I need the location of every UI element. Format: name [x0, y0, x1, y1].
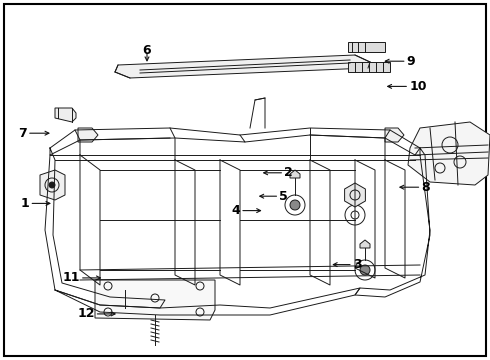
Polygon shape	[115, 55, 370, 78]
Polygon shape	[290, 170, 300, 178]
Text: 3: 3	[353, 258, 362, 271]
Polygon shape	[150, 308, 160, 318]
Polygon shape	[95, 280, 215, 320]
Polygon shape	[385, 128, 404, 142]
Text: 5: 5	[279, 190, 288, 203]
Circle shape	[360, 265, 370, 275]
Polygon shape	[78, 128, 98, 142]
Text: 10: 10	[409, 80, 427, 93]
Text: 9: 9	[407, 55, 416, 68]
Text: 7: 7	[18, 127, 27, 140]
Circle shape	[290, 200, 300, 210]
Text: 2: 2	[284, 166, 293, 179]
Polygon shape	[348, 62, 390, 72]
Text: 6: 6	[143, 44, 151, 57]
Circle shape	[49, 182, 55, 188]
Text: 1: 1	[21, 197, 29, 210]
Polygon shape	[344, 183, 366, 207]
Text: 4: 4	[231, 204, 240, 217]
Polygon shape	[408, 122, 490, 185]
Polygon shape	[360, 240, 370, 248]
Polygon shape	[348, 42, 385, 52]
Text: 8: 8	[421, 181, 430, 194]
Polygon shape	[40, 170, 65, 200]
Polygon shape	[55, 108, 76, 122]
Text: 11: 11	[62, 271, 80, 284]
Polygon shape	[120, 300, 130, 310]
Text: 12: 12	[77, 307, 95, 320]
